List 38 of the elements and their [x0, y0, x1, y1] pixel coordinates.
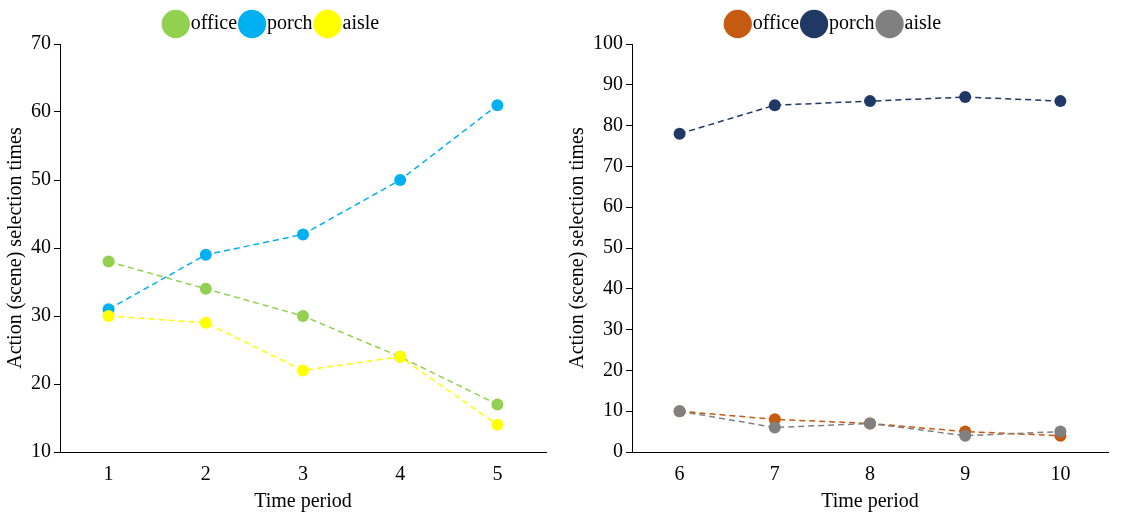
y-axis-title: Action (scene) selection times	[565, 127, 589, 369]
y-tick-label: 10	[31, 439, 51, 462]
legend-label: office	[752, 11, 800, 34]
x-tick-label: 8	[865, 462, 875, 485]
y-tick-label: 50	[603, 235, 623, 258]
x-tick-label: 1	[103, 462, 114, 485]
legend-label: porch	[267, 11, 313, 35]
y-tick-label: 70	[603, 153, 623, 176]
legend-label: office	[190, 11, 238, 34]
x-axis-title: Time period	[821, 489, 919, 513]
x-tick-label: 5	[492, 462, 503, 485]
y-tick-label: 90	[603, 72, 623, 95]
x-tick-label: 10	[1050, 462, 1071, 485]
x-tick-label: 3	[298, 462, 308, 485]
y-tick-label: 40	[603, 276, 623, 299]
y-tick-label: 30	[603, 316, 623, 339]
y-tick-label: 10	[603, 398, 623, 421]
x-axis-title: Time period	[254, 489, 352, 513]
y-tick-label: 100	[593, 31, 623, 54]
y-tick-label: 0	[613, 439, 623, 462]
legend-label: porch	[829, 11, 875, 35]
y-tick-label: 70	[31, 31, 51, 54]
y-axis-title: Action (scene) selection times	[3, 127, 27, 369]
legend-label: aisle	[342, 11, 380, 34]
y-tick-label: 80	[603, 112, 623, 135]
x-tick-label: 7	[769, 462, 780, 485]
x-tick-label: 6	[674, 462, 685, 485]
y-tick-label: 30	[31, 303, 51, 326]
x-tick-label: 9	[960, 462, 971, 485]
y-tick-label: 40	[31, 235, 51, 258]
y-tick-label: 20	[603, 357, 623, 380]
x-tick-label: 4	[395, 462, 406, 485]
y-tick-label: 60	[603, 194, 623, 217]
y-tick-label: 60	[31, 99, 51, 122]
x-tick-label: 2	[200, 462, 211, 485]
legend-label: aisle	[904, 11, 942, 34]
y-tick-label: 20	[31, 371, 51, 394]
y-tick-label: 50	[31, 167, 51, 190]
